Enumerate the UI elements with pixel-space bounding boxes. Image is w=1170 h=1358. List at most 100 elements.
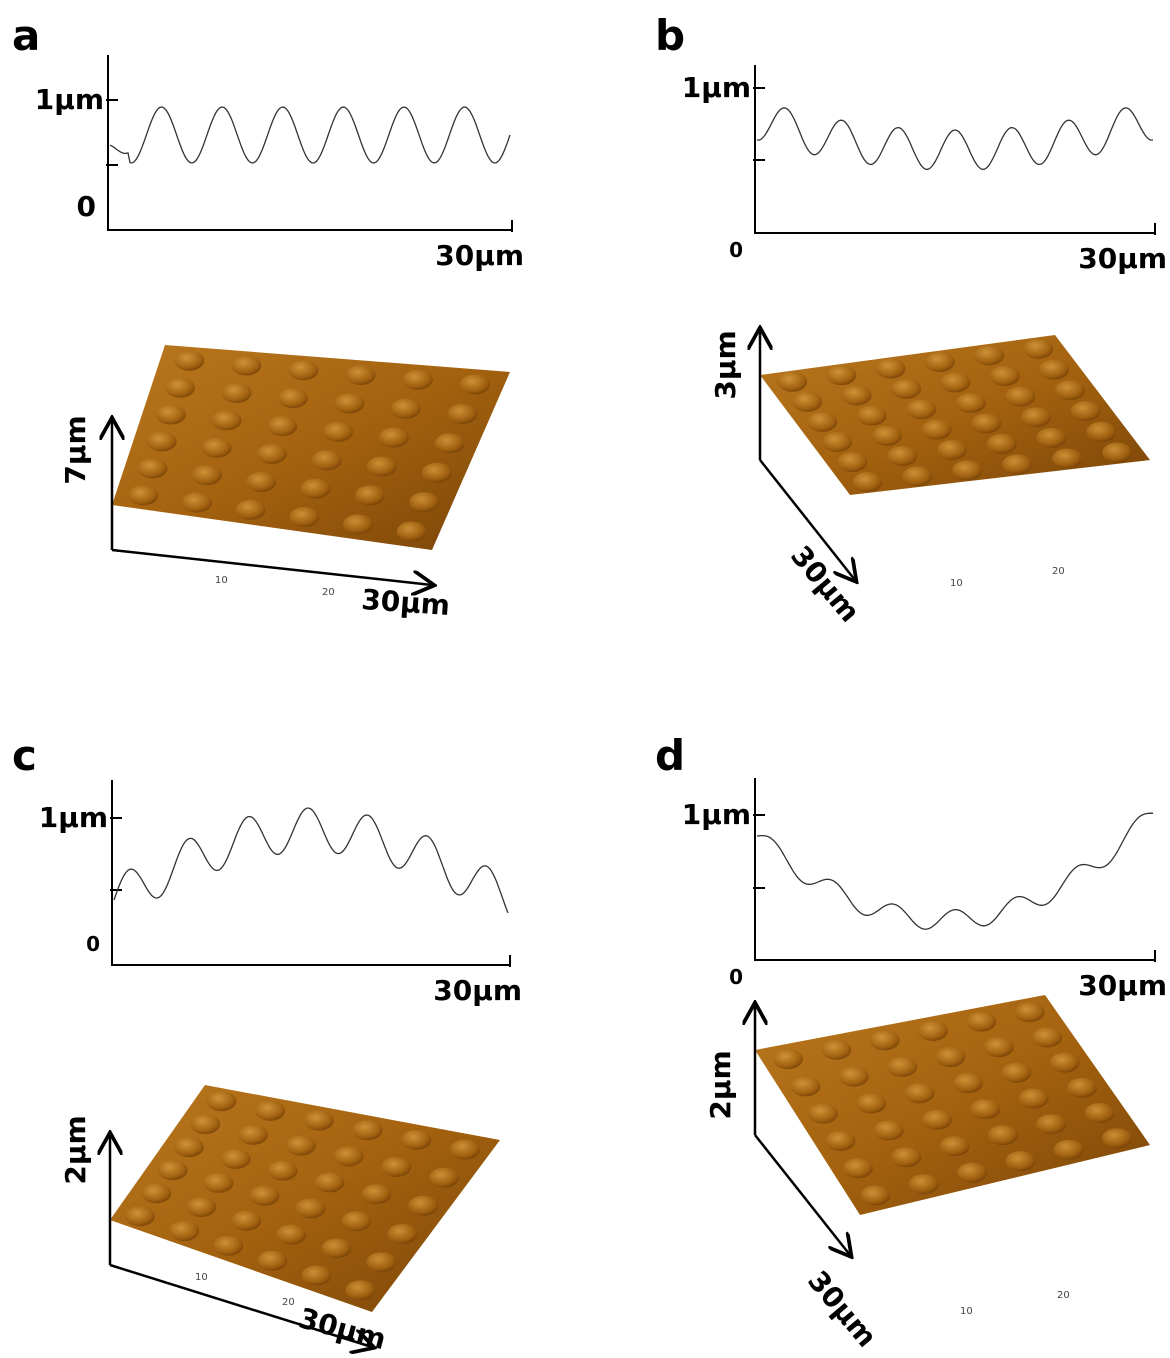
profile-axes bbox=[107, 55, 512, 231]
surface-feature bbox=[952, 460, 983, 481]
surface-feature bbox=[939, 1136, 970, 1157]
surface-feature bbox=[235, 499, 266, 520]
surface-feature bbox=[221, 382, 252, 403]
surface-feature bbox=[285, 1135, 316, 1156]
x-label: 30µm bbox=[295, 1301, 389, 1356]
surface-feature bbox=[186, 1196, 217, 1217]
surface-feature bbox=[146, 431, 177, 452]
y-zero-label: 0 bbox=[729, 238, 743, 262]
surface-feature bbox=[935, 1046, 966, 1067]
surface-feature bbox=[220, 1148, 251, 1169]
surface-feature bbox=[966, 1011, 997, 1032]
x-label: 30µm bbox=[360, 583, 451, 622]
surface-feature bbox=[288, 360, 319, 381]
y-zero-label: 0 bbox=[77, 190, 96, 223]
surface-feature bbox=[792, 391, 823, 412]
surface-feature bbox=[334, 393, 365, 414]
surface-feature bbox=[1036, 1114, 1067, 1135]
surface-feature bbox=[401, 1129, 432, 1150]
surface-feature bbox=[1023, 338, 1054, 359]
surface-feature bbox=[174, 350, 205, 371]
surface-feature bbox=[249, 1185, 280, 1206]
z-label: 2µm bbox=[59, 1115, 92, 1184]
surface-feature bbox=[1018, 1088, 1049, 1109]
surface-feature bbox=[856, 1093, 887, 1114]
surface-feature bbox=[790, 1076, 821, 1097]
surface-feature bbox=[352, 1120, 383, 1141]
surface-feature bbox=[255, 1100, 286, 1121]
surface-feature bbox=[852, 472, 883, 493]
surface-feature bbox=[449, 1139, 480, 1160]
surface-feature bbox=[361, 1184, 392, 1205]
surface-feature bbox=[904, 1083, 935, 1104]
surface-feature bbox=[300, 478, 331, 499]
surface-feature bbox=[940, 372, 971, 393]
surface-feature bbox=[124, 1206, 155, 1227]
surface-feature bbox=[873, 1120, 904, 1141]
surface-feature bbox=[366, 456, 397, 477]
surface-feature bbox=[434, 433, 465, 454]
surface-feature bbox=[429, 1167, 460, 1188]
surface-feature bbox=[1002, 454, 1033, 475]
surface-feature bbox=[206, 1091, 237, 1112]
z-label: 2µm bbox=[704, 1050, 737, 1119]
surface-feature bbox=[237, 1124, 268, 1145]
surface-feature bbox=[301, 1265, 332, 1286]
surface-feature bbox=[807, 411, 838, 432]
z-label: 3µm bbox=[709, 330, 742, 399]
surface-feature bbox=[341, 1211, 372, 1232]
surface-feature bbox=[303, 1110, 334, 1131]
surface-feature bbox=[201, 437, 232, 458]
surface-feature bbox=[1052, 448, 1083, 469]
y-top-label: 1µm bbox=[682, 71, 751, 104]
surface-feature bbox=[986, 433, 1017, 454]
surface-feature bbox=[1039, 359, 1070, 380]
surface-feature bbox=[825, 1130, 856, 1151]
x-axis bbox=[111, 548, 432, 585]
surface-feature bbox=[169, 1220, 200, 1241]
surface-feature bbox=[936, 439, 967, 460]
surface-feature bbox=[390, 398, 421, 419]
surface-feature bbox=[891, 1147, 922, 1168]
surface-feature bbox=[826, 365, 857, 386]
surface-feature bbox=[173, 1137, 204, 1158]
surface-feature bbox=[378, 427, 409, 448]
surface-feature bbox=[345, 364, 376, 385]
y-zero-label: 0 bbox=[86, 932, 100, 956]
surface-feature bbox=[924, 351, 955, 372]
surface-feature bbox=[137, 458, 168, 479]
profile-axes bbox=[754, 65, 1155, 234]
surface-feature bbox=[890, 378, 921, 399]
surface-feature bbox=[842, 1158, 873, 1179]
tick-label: 10 bbox=[960, 1306, 973, 1317]
profile-curve bbox=[113, 807, 509, 914]
surface-feature bbox=[921, 419, 952, 440]
panel-label: d bbox=[655, 731, 685, 780]
surface-feature bbox=[838, 1066, 869, 1087]
surface-feature bbox=[860, 1185, 891, 1206]
tick-label: 20 bbox=[1052, 566, 1065, 577]
y-top-label: 1µm bbox=[39, 801, 108, 834]
surface-feature bbox=[1070, 401, 1101, 422]
surface-feature bbox=[1067, 1077, 1098, 1098]
surface-feature bbox=[970, 1099, 1001, 1120]
x-end-label: 30µm bbox=[435, 239, 524, 272]
surface-feature bbox=[887, 445, 918, 466]
surface-feature bbox=[1001, 1062, 1032, 1083]
x-end-label: 30µm bbox=[433, 974, 522, 1007]
surface-feature bbox=[875, 358, 906, 379]
surface-feature bbox=[922, 1109, 953, 1130]
profile-curve bbox=[756, 107, 1154, 171]
surface-feature bbox=[1054, 380, 1085, 401]
surface-feature bbox=[952, 1073, 983, 1094]
surface-feature bbox=[1005, 386, 1036, 407]
surface-feature bbox=[1005, 1151, 1036, 1172]
x-end-label: 30µm bbox=[1078, 242, 1167, 275]
surface-feature bbox=[1020, 407, 1051, 428]
surface-feature bbox=[1032, 1027, 1063, 1048]
x-axis bbox=[754, 1134, 850, 1255]
surface-feature bbox=[974, 345, 1005, 366]
surface-feature bbox=[917, 1020, 948, 1041]
surface-feature bbox=[381, 1156, 412, 1177]
